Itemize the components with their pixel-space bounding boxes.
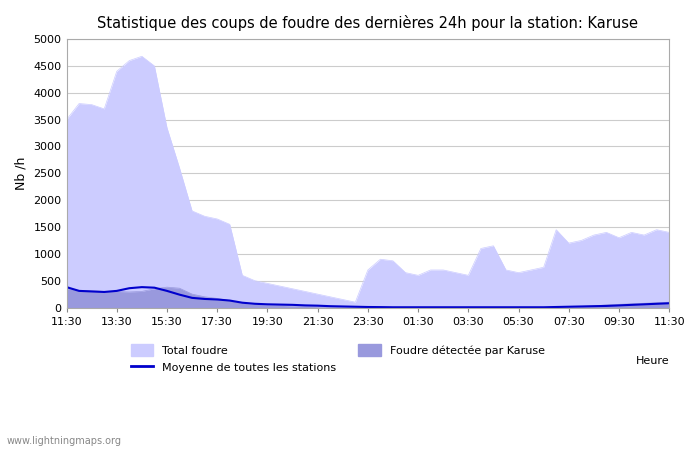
Text: Heure: Heure	[636, 356, 669, 366]
Title: Statistique des coups de foudre des dernières 24h pour la station: Karuse: Statistique des coups de foudre des dern…	[97, 15, 638, 31]
Y-axis label: Nb /h: Nb /h	[15, 157, 28, 190]
Legend: Total foudre, Moyenne de toutes les stations, Foudre détectée par Karuse: Total foudre, Moyenne de toutes les stat…	[127, 340, 549, 377]
Text: www.lightningmaps.org: www.lightningmaps.org	[7, 436, 122, 446]
